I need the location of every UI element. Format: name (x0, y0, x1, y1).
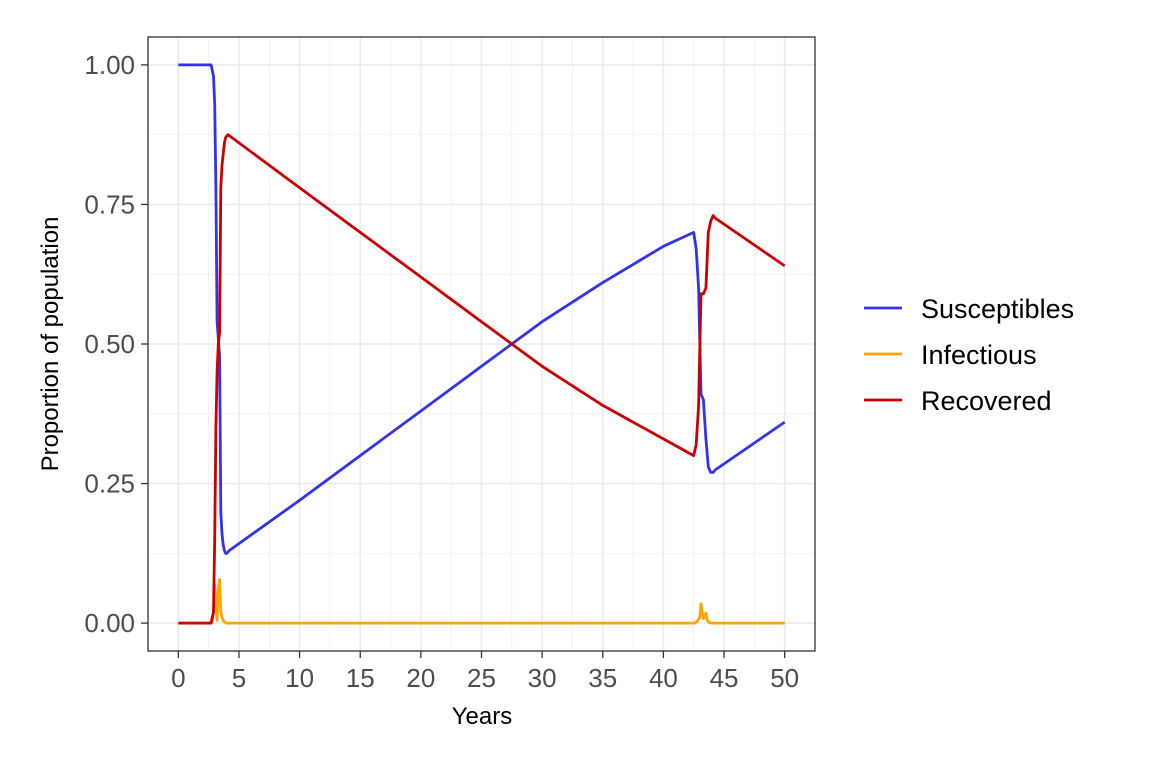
x-axis: 0 5 10 15 20 25 30 35 40 45 50 (171, 651, 799, 693)
x-tick-label: 15 (346, 663, 375, 693)
x-tick-label: 25 (467, 663, 496, 693)
x-tick-label: 5 (232, 663, 246, 693)
legend: Susceptibles Infectious Recovered (864, 294, 1074, 416)
major-gridlines (148, 37, 815, 651)
x-tick-label: 0 (171, 663, 185, 693)
legend-label-infectious: Infectious (921, 340, 1037, 370)
y-tick-label: 0.75 (84, 189, 135, 219)
legend-label-susceptibles: Susceptibles (921, 294, 1074, 324)
y-tick-label: 0.25 (84, 469, 135, 499)
legend-label-recovered: Recovered (921, 386, 1052, 416)
x-tick-label: 35 (588, 663, 617, 693)
x-tick-label: 45 (710, 663, 739, 693)
y-tick-label: 1.00 (84, 50, 135, 80)
x-tick-label: 20 (406, 663, 435, 693)
y-axis: 0.00 0.25 0.50 0.75 1.00 (84, 50, 148, 638)
y-tick-label: 0.00 (84, 608, 135, 638)
series-line-susceptibles (178, 63, 786, 555)
x-axis-title: Years (452, 703, 513, 730)
x-tick-label: 40 (649, 663, 678, 693)
y-axis-title: Proportion of population (37, 217, 64, 472)
x-tick-label: 50 (770, 663, 799, 693)
series-lines (178, 63, 786, 625)
series-line-recovered (178, 133, 786, 625)
x-tick-label: 30 (528, 663, 557, 693)
x-tick-label: 10 (285, 663, 314, 693)
y-tick-label: 0.50 (84, 329, 135, 359)
